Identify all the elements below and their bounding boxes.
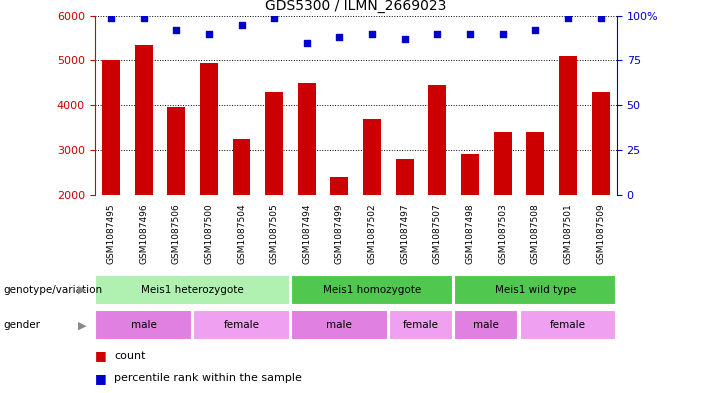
Point: [203, 31, 215, 37]
Text: GSM1087499: GSM1087499: [335, 204, 344, 264]
Bar: [168, 107, 185, 195]
Text: female: female: [224, 320, 259, 330]
Point: [530, 27, 541, 33]
Text: GSM1087500: GSM1087500: [205, 204, 213, 264]
Text: count: count: [114, 351, 146, 361]
Text: GSM1087496: GSM1087496: [139, 204, 148, 264]
Text: GSM1087494: GSM1087494: [302, 204, 311, 264]
Bar: [396, 159, 414, 195]
Text: Meis1 homozygote: Meis1 homozygote: [323, 285, 421, 295]
Text: GSM1087497: GSM1087497: [400, 204, 409, 264]
Bar: [454, 310, 518, 340]
Point: [236, 22, 247, 28]
Point: [334, 34, 345, 40]
Bar: [265, 92, 283, 195]
Bar: [200, 62, 218, 195]
Point: [562, 15, 573, 21]
Text: percentile rank within the sample: percentile rank within the sample: [114, 373, 302, 383]
Bar: [95, 275, 290, 305]
Point: [367, 31, 378, 37]
Point: [105, 15, 116, 21]
Bar: [428, 85, 447, 195]
Bar: [193, 310, 290, 340]
Bar: [454, 275, 616, 305]
Point: [497, 31, 508, 37]
Text: male: male: [327, 320, 353, 330]
Text: GSM1087507: GSM1087507: [433, 204, 442, 264]
Bar: [363, 119, 381, 195]
Text: gender: gender: [4, 320, 41, 330]
Bar: [102, 61, 120, 195]
Bar: [389, 310, 453, 340]
Text: male: male: [130, 320, 156, 330]
Text: GSM1087505: GSM1087505: [270, 204, 279, 264]
Text: GSM1087506: GSM1087506: [172, 204, 181, 264]
Bar: [95, 310, 192, 340]
Text: female: female: [403, 320, 439, 330]
Text: GSM1087495: GSM1087495: [107, 204, 116, 264]
Text: GSM1087503: GSM1087503: [498, 204, 507, 264]
Bar: [592, 92, 610, 195]
Bar: [494, 132, 512, 195]
Text: Meis1 wild type: Meis1 wild type: [495, 285, 576, 295]
Point: [268, 15, 280, 21]
Point: [432, 31, 443, 37]
Title: GDS5300 / ILMN_2669023: GDS5300 / ILMN_2669023: [265, 0, 447, 13]
Text: Meis1 heterozygote: Meis1 heterozygote: [141, 285, 244, 295]
Bar: [526, 132, 544, 195]
Text: ■: ■: [95, 349, 107, 362]
Text: GSM1087498: GSM1087498: [465, 204, 475, 264]
Point: [464, 31, 475, 37]
Bar: [291, 310, 388, 340]
Point: [595, 15, 606, 21]
Point: [138, 15, 149, 21]
Bar: [519, 310, 616, 340]
Bar: [461, 154, 479, 195]
Text: GSM1087502: GSM1087502: [367, 204, 376, 264]
Text: GSM1087504: GSM1087504: [237, 204, 246, 264]
Text: GSM1087501: GSM1087501: [564, 204, 573, 264]
Point: [170, 27, 182, 33]
Point: [301, 39, 313, 46]
Bar: [330, 177, 348, 195]
Text: male: male: [473, 320, 499, 330]
Bar: [291, 275, 453, 305]
Point: [399, 36, 410, 42]
Bar: [233, 139, 250, 195]
Text: GSM1087508: GSM1087508: [531, 204, 540, 264]
Bar: [135, 45, 153, 195]
Text: genotype/variation: genotype/variation: [4, 285, 102, 295]
Text: ▶: ▶: [78, 285, 86, 295]
Text: GSM1087509: GSM1087509: [596, 204, 605, 264]
Bar: [559, 56, 577, 195]
Bar: [298, 83, 315, 195]
Text: female: female: [550, 320, 586, 330]
Text: ▶: ▶: [78, 320, 86, 330]
Text: ■: ■: [95, 371, 107, 385]
